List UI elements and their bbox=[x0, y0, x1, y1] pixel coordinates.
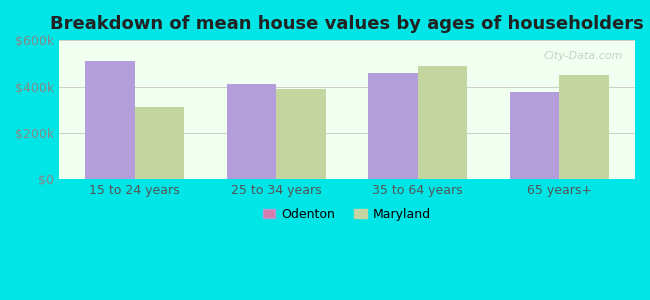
Bar bbox=[510, 92, 559, 179]
Bar bbox=[368, 73, 418, 179]
Bar bbox=[276, 89, 326, 179]
Legend: Odenton, Maryland: Odenton, Maryland bbox=[258, 203, 436, 226]
Bar bbox=[227, 84, 276, 179]
Bar bbox=[85, 61, 135, 179]
Bar bbox=[135, 107, 184, 179]
Bar bbox=[418, 66, 467, 179]
Bar bbox=[559, 75, 609, 179]
Title: Breakdown of mean house values by ages of householders: Breakdown of mean house values by ages o… bbox=[50, 15, 644, 33]
Text: City-Data.com: City-Data.com bbox=[544, 51, 623, 61]
